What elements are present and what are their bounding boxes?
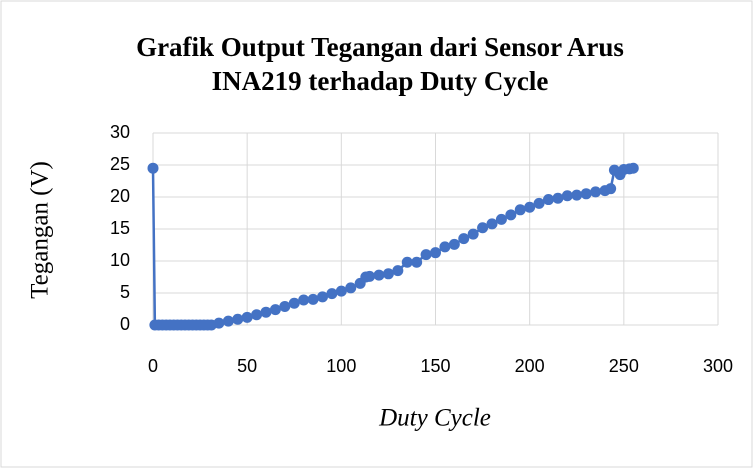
data-point [514,204,526,216]
data-point [467,228,479,240]
data-point [580,188,592,200]
x-axis-label: Duty Cycle [378,405,491,432]
x-tick-label: 150 [420,356,450,376]
y-tick-label: 0 [120,314,130,334]
data-point [269,304,281,316]
data-point [317,291,328,303]
data-point [213,317,225,329]
data-point [420,249,432,261]
data-point [571,189,583,201]
data-point [605,183,617,195]
data-point [552,192,564,204]
x-tick-label: 250 [609,356,639,376]
data-point [345,282,357,294]
data-point [241,311,253,323]
data-point [251,309,263,321]
series-line [151,166,634,327]
data-point [392,265,404,277]
data-point [288,297,300,309]
data-point [260,306,272,318]
data-point [486,218,498,230]
y-tick-label: 5 [120,282,130,302]
y-tick-label: 25 [110,154,130,174]
data-point [364,270,376,282]
data-point [382,268,394,280]
data-point [448,238,460,250]
data-point [627,162,639,174]
data-point [590,186,602,198]
data-point [439,241,451,253]
data-point [533,197,545,209]
data-point [505,209,517,221]
data-point [373,269,385,281]
y-tick-label: 15 [110,218,130,238]
y-tick-label: 20 [110,186,130,206]
data-point [524,201,536,213]
data-point [430,247,441,259]
data-point [411,256,423,268]
data-point [401,256,413,268]
data-point [458,233,470,245]
x-tick-label: 0 [148,356,158,376]
data-point [298,294,310,306]
data-point [543,194,554,206]
data-point [307,293,319,305]
x-tick-label: 300 [703,356,733,376]
y-axis-label: Tegangan (V) [27,161,54,299]
x-tick-label: 50 [237,356,257,376]
x-tick-label: 200 [515,356,545,376]
data-point [335,285,347,297]
y-tick-label: 10 [110,250,130,270]
data-point [279,300,291,312]
data-point [326,288,338,300]
chart-title: Grafik Output Tegangan dari Sensor Arus … [136,32,624,96]
data-point [495,213,507,225]
data-point [232,313,244,325]
x-tick-label: 100 [326,356,356,376]
y-tick-label: 30 [110,122,130,142]
data-point [147,162,159,174]
data-point [561,190,573,202]
data-point [477,222,489,234]
data-point [222,315,234,327]
